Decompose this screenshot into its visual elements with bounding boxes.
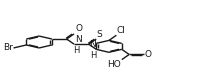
Text: H: H [90,51,97,60]
Text: N: N [89,40,96,49]
Text: S: S [97,30,103,39]
Text: H: H [73,46,80,55]
Text: N: N [75,35,82,44]
Text: HO: HO [107,60,121,69]
Text: O: O [75,24,82,33]
Text: Cl: Cl [117,26,126,35]
Text: O: O [145,50,152,59]
Text: Br: Br [3,43,13,52]
